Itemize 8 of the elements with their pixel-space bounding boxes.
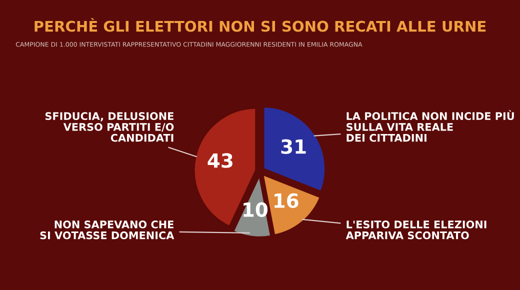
- data-label: 16: [274, 193, 298, 208]
- slice-label: NON SAPEVANO CHE SI VOTASSE DOMENICA: [40, 220, 174, 240]
- chart-title: PERCHÈ GLI ELETTORI NON SI SONO RECATI ALLE URNE: [34, 18, 486, 32]
- slice-label: L'ESITO DELLE ELEZIONI APPARIVA SCONTATO: [346, 220, 486, 240]
- slice-label: LA POLITICA NON INCIDE PIÙ SULLA VITA REALE DEI CITTADINI: [346, 110, 514, 142]
- slice-label: SFIDUCIA, DELUSIONE VERSO PARTITI E/O CANDIDATI: [45, 112, 174, 142]
- data-label: 31: [281, 139, 306, 154]
- data-label: 43: [208, 153, 232, 168]
